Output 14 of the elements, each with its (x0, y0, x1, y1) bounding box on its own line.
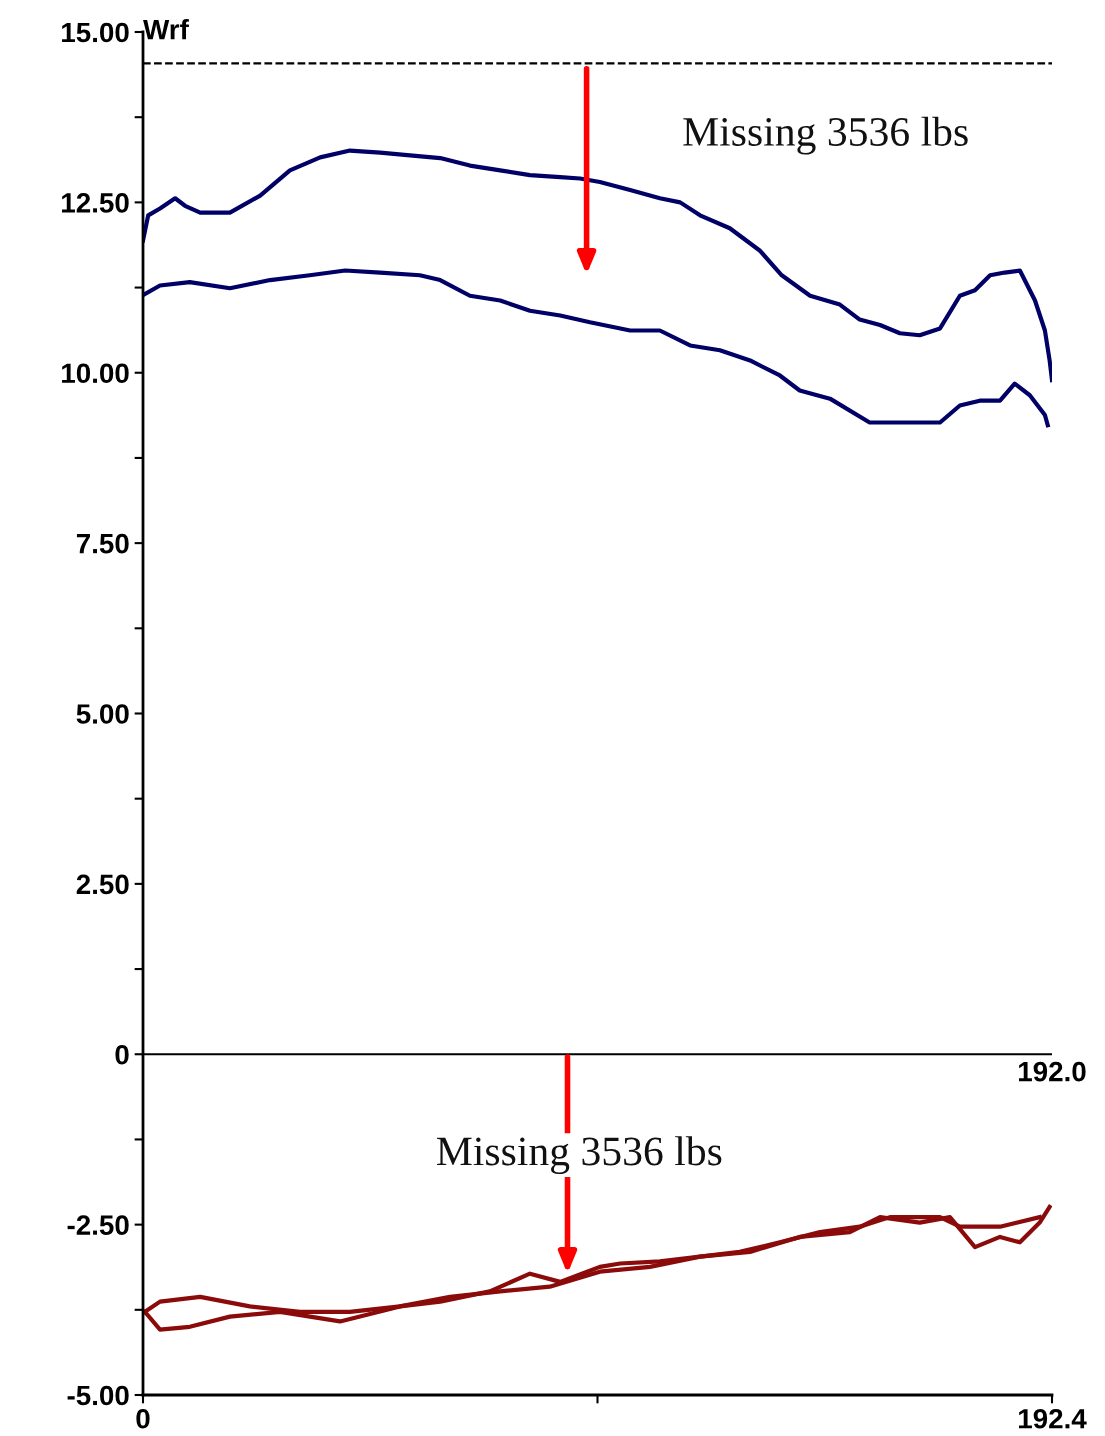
y-tick-label: 5.00 (76, 704, 129, 724)
y-tick-label: 0 (115, 1044, 129, 1065)
annotation: Missing 3536 lbs (683, 116, 968, 155)
y-tick-label: 10.00 (62, 363, 129, 384)
y-tick-label: -5.00 (67, 1385, 129, 1406)
y-tick-label: 7.50 (76, 533, 129, 554)
y-tick-label: 12.50 (62, 193, 129, 213)
y-axis-title: Wrf (143, 19, 189, 40)
y-tick-label: 2.50 (76, 874, 129, 895)
y-tick-label: 15.00 (62, 22, 129, 43)
x-tick-label: 192.4 (1019, 1408, 1087, 1429)
y-tick-label: -2.50 (67, 1215, 129, 1235)
annotation: 192.0 (1019, 1061, 1086, 1082)
annotation: Missing 3536 lbs (436, 1136, 722, 1175)
